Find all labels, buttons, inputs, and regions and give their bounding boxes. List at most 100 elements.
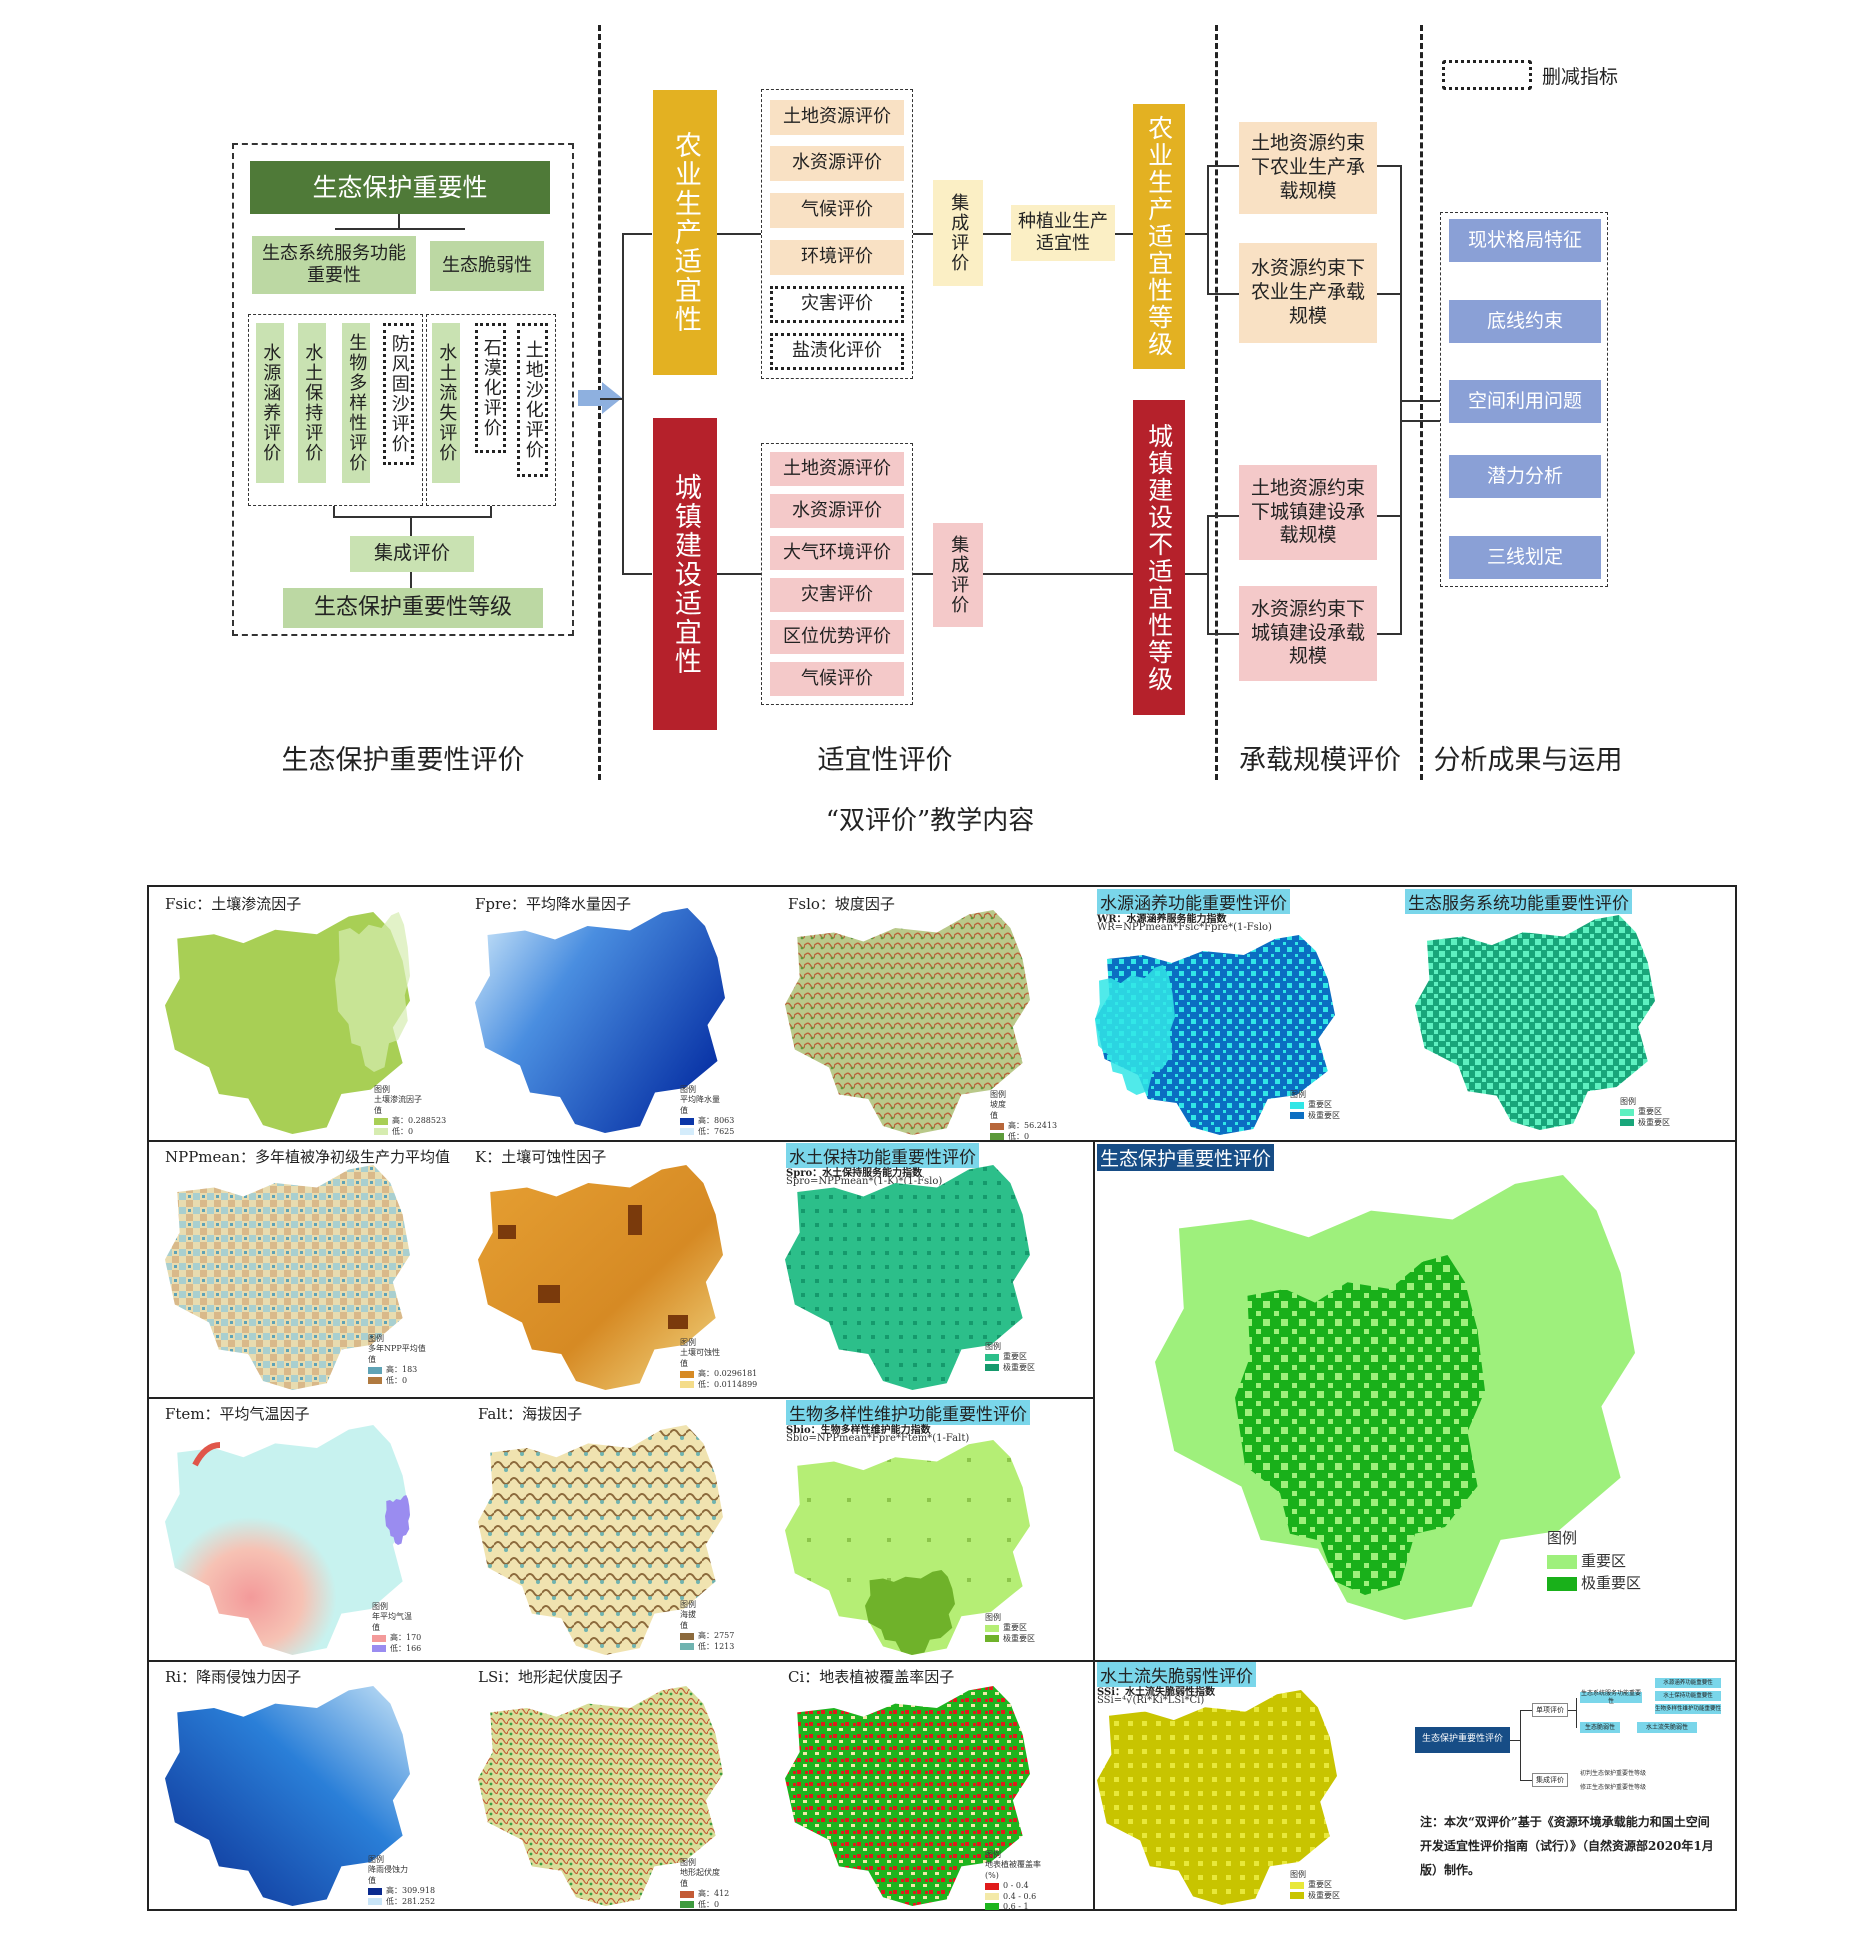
note-text: 注：本次“双评价”基于《资源环境承载能力和国土空间开发适宜性评价指南（试行）》（… — [1420, 1815, 1714, 1877]
mini-root: 生态保护重要性评价 — [1415, 1727, 1510, 1753]
capacity-item-2: 水资源约束下农业生产承载规模 — [1239, 243, 1377, 343]
agri-item-3: 气候评价 — [770, 193, 904, 228]
map-fsic — [165, 912, 410, 1134]
map-formula-spro: Spro=NPPmean*(1-K)*(1-Fslo) — [786, 1176, 943, 1187]
urban-item-3: 大气环境评价 — [770, 536, 904, 570]
legend-ri: 图例 降雨侵蚀力值 高：309.918 低：281.252 — [368, 1855, 436, 1906]
urban-integrate: 集成评价 — [933, 523, 983, 627]
map-title-spro: 水土保持功能重要性评价 — [786, 1143, 979, 1168]
agri-items-group — [761, 89, 913, 379]
map-fslo — [785, 910, 1030, 1135]
legend-npp: 图例 多年NPP平均值值 高：183 低：0 — [368, 1334, 426, 1385]
legend-sbio: 图例 重要区 极重要区 — [985, 1613, 1035, 1643]
legend-ftem: 图例 年平均气温值 高：170 低：166 — [372, 1602, 422, 1653]
urban-grade: 城镇建设不适宜性等级 — [1133, 400, 1185, 715]
urban-item-2: 水资源评价 — [770, 494, 904, 528]
urban-item-6: 气候评价 — [770, 662, 904, 696]
result-item-2: 底线约束 — [1449, 300, 1601, 343]
map-sub-ssi: SSi：水土流失脆弱性指数 — [1097, 1687, 1216, 1698]
eco-item-4: 防风固沙评价 — [383, 323, 414, 465]
map-title-eco-service: 生态服务系统功能重要性评价 — [1405, 889, 1632, 914]
mini-node-1: 生态系统服务功能重要性 — [1580, 1690, 1642, 1705]
map-sub-wr: WR：水源涵养服务能力指数 — [1097, 914, 1227, 925]
map-k — [478, 1165, 723, 1390]
separator-2 — [1215, 25, 1218, 780]
mini-node-2: 生态脆弱性 — [1580, 1722, 1620, 1733]
legend-ci: 图例 地表植被覆盖率 (%) 0 - 0.4 0.4 - 0.6 0.6 - 1 — [985, 1850, 1041, 1911]
map-ci — [785, 1686, 1030, 1906]
map-formula-wr: WR=NPPmean*Fsic*Fpre*(1-Fslo) — [1097, 922, 1272, 933]
urban-items-group — [761, 443, 913, 705]
legend-label: 删减指标 — [1542, 66, 1619, 88]
legend-falt: 图例 海拔值 高：2757 低：1213 — [680, 1600, 735, 1651]
mini-node-5: 生物多样性维护功能重要性 — [1655, 1704, 1721, 1714]
planting-suitability: 种植业生产适宜性 — [1011, 205, 1115, 261]
mini-node-4: 水土保持功能重要性 — [1655, 1691, 1721, 1701]
legend-wr: 图例 重要区 极重要区 — [1290, 1090, 1340, 1120]
map-falt — [478, 1425, 723, 1655]
eco-service-group — [248, 314, 423, 506]
legend-ssi: 图例 重要区 极重要区 — [1290, 1870, 1340, 1900]
map-sub-sbio: Sbio：生物多样性维护能力指数 — [786, 1425, 931, 1436]
eco-service-box: 生态系统服务功能重要性 — [252, 236, 416, 294]
map-eco-service — [1415, 915, 1655, 1130]
mini-node-3: 水源涵养功能重要性 — [1655, 1678, 1721, 1688]
section-title-capacity: 承载规模评价 — [1239, 745, 1401, 776]
eco-item-2: 水土保持评价 — [298, 323, 326, 483]
result-item-5: 三线划定 — [1449, 536, 1601, 579]
map-spro — [785, 1165, 1030, 1390]
eco-fragility-box: 生态脆弱性 — [430, 241, 544, 291]
result-item-3: 空间利用问题 — [1449, 380, 1601, 423]
map-npp — [165, 1165, 410, 1390]
map-lsi — [478, 1686, 723, 1906]
map-sbio — [785, 1440, 1030, 1655]
map-wr — [1095, 935, 1335, 1135]
map-fpre — [475, 908, 725, 1133]
map-ri — [165, 1686, 410, 1906]
legend-dotted-swatch — [1442, 60, 1532, 90]
map-title-ftem: Ftem：平均气温因子 — [165, 1405, 310, 1423]
map-sub-spro: Spro：水土保持服务能力指数 — [786, 1168, 923, 1179]
legend-spro: 图例 重要区 极重要区 — [985, 1342, 1035, 1372]
results-group — [1440, 212, 1608, 587]
map-title-sbio: 生物多样性维护功能重要性评价 — [786, 1400, 1030, 1425]
agri-item-5: 灾害评价 — [770, 286, 904, 323]
map-eco-importance — [1155, 1175, 1635, 1620]
map-title-lsi: LSi：地形起伏度因子 — [478, 1668, 624, 1686]
map-title-eco-importance: 生态保护重要性评价 — [1097, 1144, 1275, 1171]
map-formula-sbio: Sbio=NPPmean*Fpre*Ftem*(1-Falt) — [786, 1433, 970, 1444]
agri-grade: 农业生产适宜性等级 — [1133, 104, 1185, 369]
agri-item-6: 盐渍化评价 — [770, 333, 904, 370]
map-formula-ssi: SSi=⁴√(Ri*Ki*LSi*Ci) — [1097, 1695, 1205, 1706]
map-title-fslo: Fslo：坡度因子 — [788, 895, 895, 913]
map-title-k: K：土壤可蚀性因子 — [475, 1148, 607, 1166]
agri-suitability: 农业生产适宜性 — [653, 90, 717, 375]
urban-item-4: 灾害评价 — [770, 578, 904, 612]
eco-section-box — [232, 143, 574, 636]
eco-title: 生态保护重要性 — [250, 161, 550, 214]
mini-node-8: 修正生态保护重要性等级 — [1580, 1784, 1647, 1791]
agri-integrate: 集成评价 — [933, 180, 983, 286]
urban-item-1: 土地资源评价 — [770, 452, 904, 486]
figure-caption: “双评价”教学内容 — [825, 806, 1035, 836]
map-ftem — [165, 1425, 410, 1655]
eco-item-6: 石漠化评价 — [475, 323, 506, 453]
map-title-npp: NPPmean：多年植被净初级生产力平均值 — [165, 1148, 451, 1166]
map-title-fsic: Fsic：土壤渗流因子 — [165, 895, 302, 913]
eco-item-7: 土地沙化评价 — [517, 323, 548, 477]
urban-item-5: 区位优势评价 — [770, 620, 904, 654]
map-title-ci: Ci：地表植被覆盖率因子 — [788, 1668, 955, 1686]
eco-item-3: 生物多样性评价 — [342, 323, 370, 483]
agri-item-2: 水资源评价 — [770, 146, 904, 181]
legend-eco-service: 图例 重要区 极重要区 — [1620, 1097, 1670, 1127]
mini-node-6: 水土流失脆弱性 — [1637, 1722, 1697, 1733]
map-title-ssi: 水土流失脆弱性评价 — [1097, 1662, 1256, 1687]
legend-fsic: 图例 土壤渗流因子值 高：0.288523 低：0 — [374, 1085, 447, 1136]
agri-item-1: 土地资源评价 — [770, 100, 904, 135]
legend-k: 图例 土壤可蚀性值 高：0.0296181 低：0.0114899 — [680, 1338, 758, 1389]
legend-eco-importance: 图例 重要区 极重要区 — [1547, 1529, 1642, 1592]
result-item-4: 潜力分析 — [1449, 455, 1601, 498]
mini-integrated: 集成评价 — [1532, 1773, 1568, 1787]
urban-suitability: 城镇建设适宜性 — [653, 418, 717, 730]
legend-lsi: 图例 地形起伏度值 高：412 低：0 — [680, 1858, 730, 1909]
